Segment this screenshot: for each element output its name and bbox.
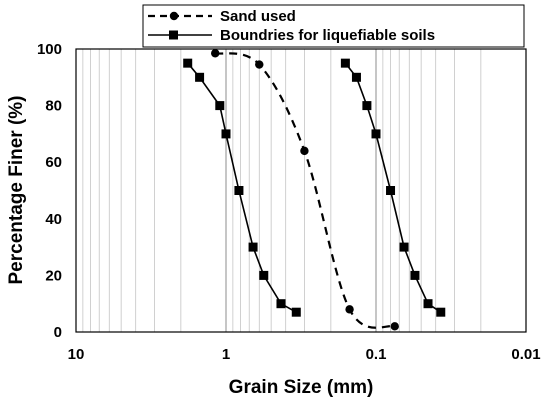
data-point-boundary <box>423 299 433 309</box>
data-point-boundary <box>259 270 269 280</box>
data-point-boundary <box>362 101 372 111</box>
y-tick-label: 80 <box>45 98 62 115</box>
data-point-boundary <box>276 299 286 309</box>
legend-label-boundaries: Boundries for liquefiable soils <box>220 27 435 44</box>
x-tick-label: 0.01 <box>511 346 540 363</box>
legend: Sand used Boundries for liquefiable soil… <box>142 4 525 48</box>
data-point-boundary <box>386 186 396 195</box>
y-tick-label: 40 <box>45 211 62 228</box>
x-tick-label: 1 <box>222 346 230 363</box>
data-point-boundary <box>183 58 193 68</box>
legend-marker-sand-used <box>169 11 179 21</box>
data-point-boundary <box>371 129 381 139</box>
data-point-boundary <box>195 72 205 82</box>
y-tick-label: 0 <box>54 324 62 341</box>
y-tick-label: 100 <box>37 41 62 58</box>
x-tick-label: 10 <box>68 346 85 363</box>
legend-marker-boundaries <box>169 30 178 40</box>
data-point-boundary <box>234 186 244 195</box>
data-point-boundary <box>221 129 231 139</box>
data-point-boundary <box>399 242 409 252</box>
data-point-boundary <box>351 72 361 82</box>
data-point-boundary <box>340 58 350 68</box>
legend-box <box>142 4 525 48</box>
data-point-boundary <box>410 270 420 280</box>
data-point-boundary <box>215 101 225 111</box>
data-point-boundary <box>436 307 446 317</box>
x-tick-label: 0.1 <box>366 346 387 363</box>
data-point-sand-used <box>300 146 309 156</box>
data-point-boundary <box>248 242 258 252</box>
y-tick-label: 20 <box>45 267 62 284</box>
data-point-sand-used <box>211 49 220 58</box>
y-axis-title: Percentage Finer (%) <box>6 96 27 285</box>
plot-frame <box>75 48 527 333</box>
series-line-sand-used <box>214 52 396 329</box>
data-point-sand-used <box>255 60 264 69</box>
series-layer <box>183 49 446 331</box>
data-point-sand-used <box>390 322 399 331</box>
x-axis-title: Grain Size (mm) <box>229 377 374 398</box>
y-tick-label: 60 <box>45 154 62 171</box>
data-point-boundary <box>291 307 301 317</box>
data-point-sand-used <box>345 305 354 314</box>
legend-label-sand-used: Sand used <box>220 8 296 25</box>
tick-labels: 0 20 40 60 80 100 10 1 0.1 0.01 <box>37 41 541 363</box>
